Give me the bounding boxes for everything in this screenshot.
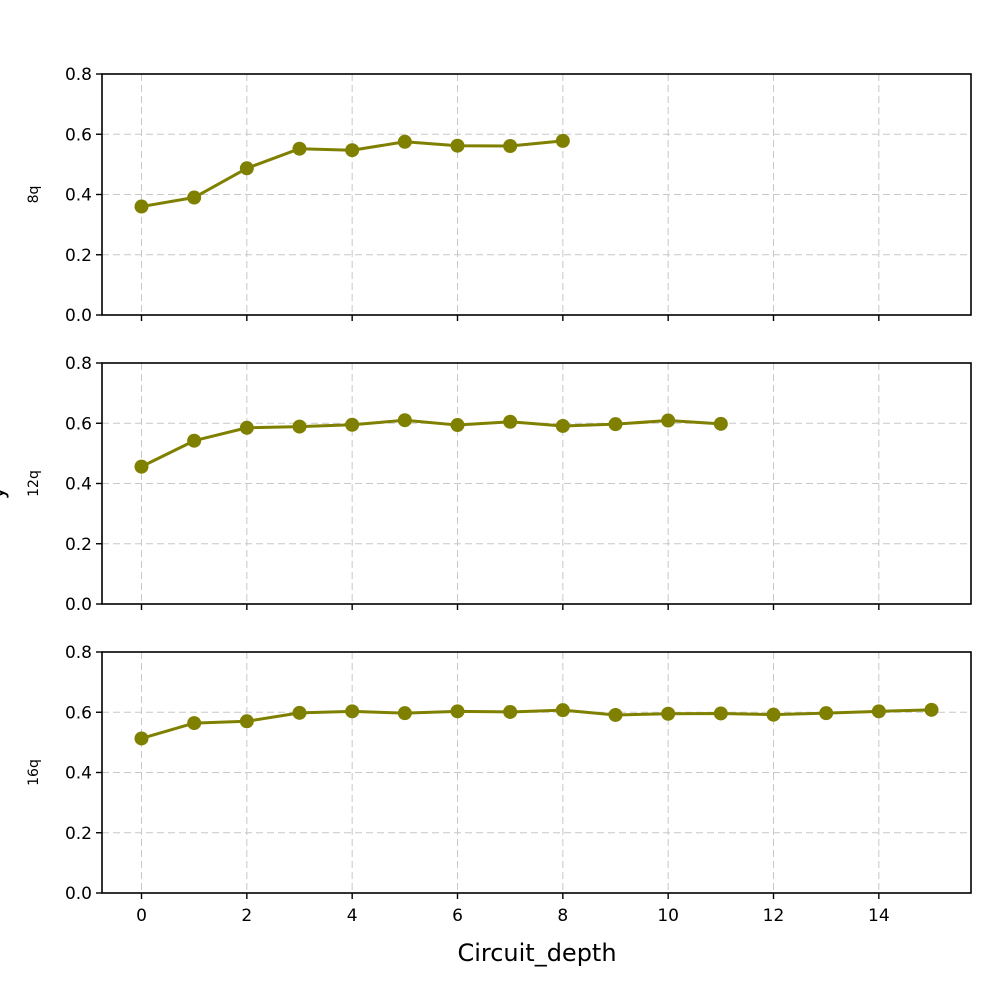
data-point	[661, 413, 676, 428]
y-tick-label: 0.4	[65, 475, 92, 495]
data-point	[924, 702, 939, 717]
panel-12q: 0.0 0.2 0.4 0.6 0.8 12q	[26, 354, 972, 615]
chart-panels: 0.00.20.40.60.88q0.00.20.40.60.812q0.00.…	[26, 65, 972, 926]
data-point	[187, 716, 202, 731]
data-point	[292, 141, 307, 156]
y-tick-label: 0.6	[65, 125, 92, 145]
series-line	[140, 418, 721, 468]
data-point	[134, 459, 149, 474]
data-point	[450, 138, 465, 153]
panel-16q: 0.0 0.2 0.4 0.6 0.8 0 2 4 6 8 10 12 14 16q	[26, 643, 972, 926]
y-tick-label: 0.8	[65, 65, 92, 85]
data-point	[239, 714, 254, 729]
y-tick-label: 0.2	[65, 535, 92, 555]
data-point	[661, 706, 676, 721]
x-tick-label: 4	[347, 906, 358, 926]
y-tick-label: 0.6	[65, 703, 92, 723]
data-point	[450, 418, 465, 433]
x-tick-label: 12	[763, 906, 785, 926]
panel-frame	[101, 73, 972, 316]
data-point	[134, 731, 149, 746]
panel-frame	[101, 362, 972, 605]
y-tick-label: 0.8	[65, 354, 92, 374]
data-point	[239, 420, 254, 435]
data-point	[397, 413, 412, 428]
y-tick-label: 0.0	[65, 884, 92, 904]
y-tick-label: 0.0	[65, 306, 92, 326]
data-point	[397, 134, 412, 149]
data-point	[345, 417, 360, 432]
series-line	[141, 708, 932, 740]
y-tick-label: 0.2	[65, 246, 92, 266]
data-point	[555, 418, 570, 433]
panel-ylabel: 8q	[26, 186, 42, 204]
data-point	[503, 704, 518, 719]
data-point	[713, 416, 728, 431]
data-point	[239, 161, 254, 176]
x-tick-label: 0	[136, 906, 147, 926]
data-point	[292, 419, 307, 434]
data-point	[766, 707, 781, 722]
data-point	[555, 703, 570, 718]
data-point	[555, 133, 570, 148]
y-axis-label-fragment: y	[0, 486, 10, 499]
panel-frame	[101, 651, 972, 894]
data-point	[187, 433, 202, 448]
x-axis-label: Circuit_depth	[457, 939, 616, 967]
panel-8q: 0.0 0.2 0.4 0.6 0.8 8q	[26, 65, 972, 326]
y-tick-label: 0.4	[65, 186, 92, 206]
x-tick-label: 10	[657, 906, 679, 926]
data-point	[397, 706, 412, 721]
panel-ylabel: 12q	[26, 470, 42, 497]
y-tick-label: 0.8	[65, 643, 92, 663]
data-point	[134, 199, 149, 214]
data-point	[713, 706, 728, 721]
data-point	[503, 414, 518, 429]
data-point	[450, 704, 465, 719]
data-point	[608, 707, 623, 722]
x-tick-label: 6	[452, 906, 463, 926]
y-tick-label: 0.4	[65, 764, 92, 784]
x-tick-label: 14	[868, 906, 890, 926]
data-point	[608, 417, 623, 432]
y-tick-label: 0.2	[65, 824, 92, 844]
y-tick-label: 0.6	[65, 414, 92, 434]
data-point	[819, 706, 834, 721]
data-point	[871, 704, 886, 719]
data-point	[345, 704, 360, 719]
data-point	[503, 138, 518, 153]
data-point	[187, 190, 202, 205]
data-point	[292, 705, 307, 720]
x-tick-label: 2	[241, 906, 252, 926]
y-tick-label: 0.0	[65, 595, 92, 615]
panel-ylabel: 16q	[26, 759, 42, 786]
data-point	[345, 143, 360, 158]
x-tick-label: 8	[557, 906, 568, 926]
